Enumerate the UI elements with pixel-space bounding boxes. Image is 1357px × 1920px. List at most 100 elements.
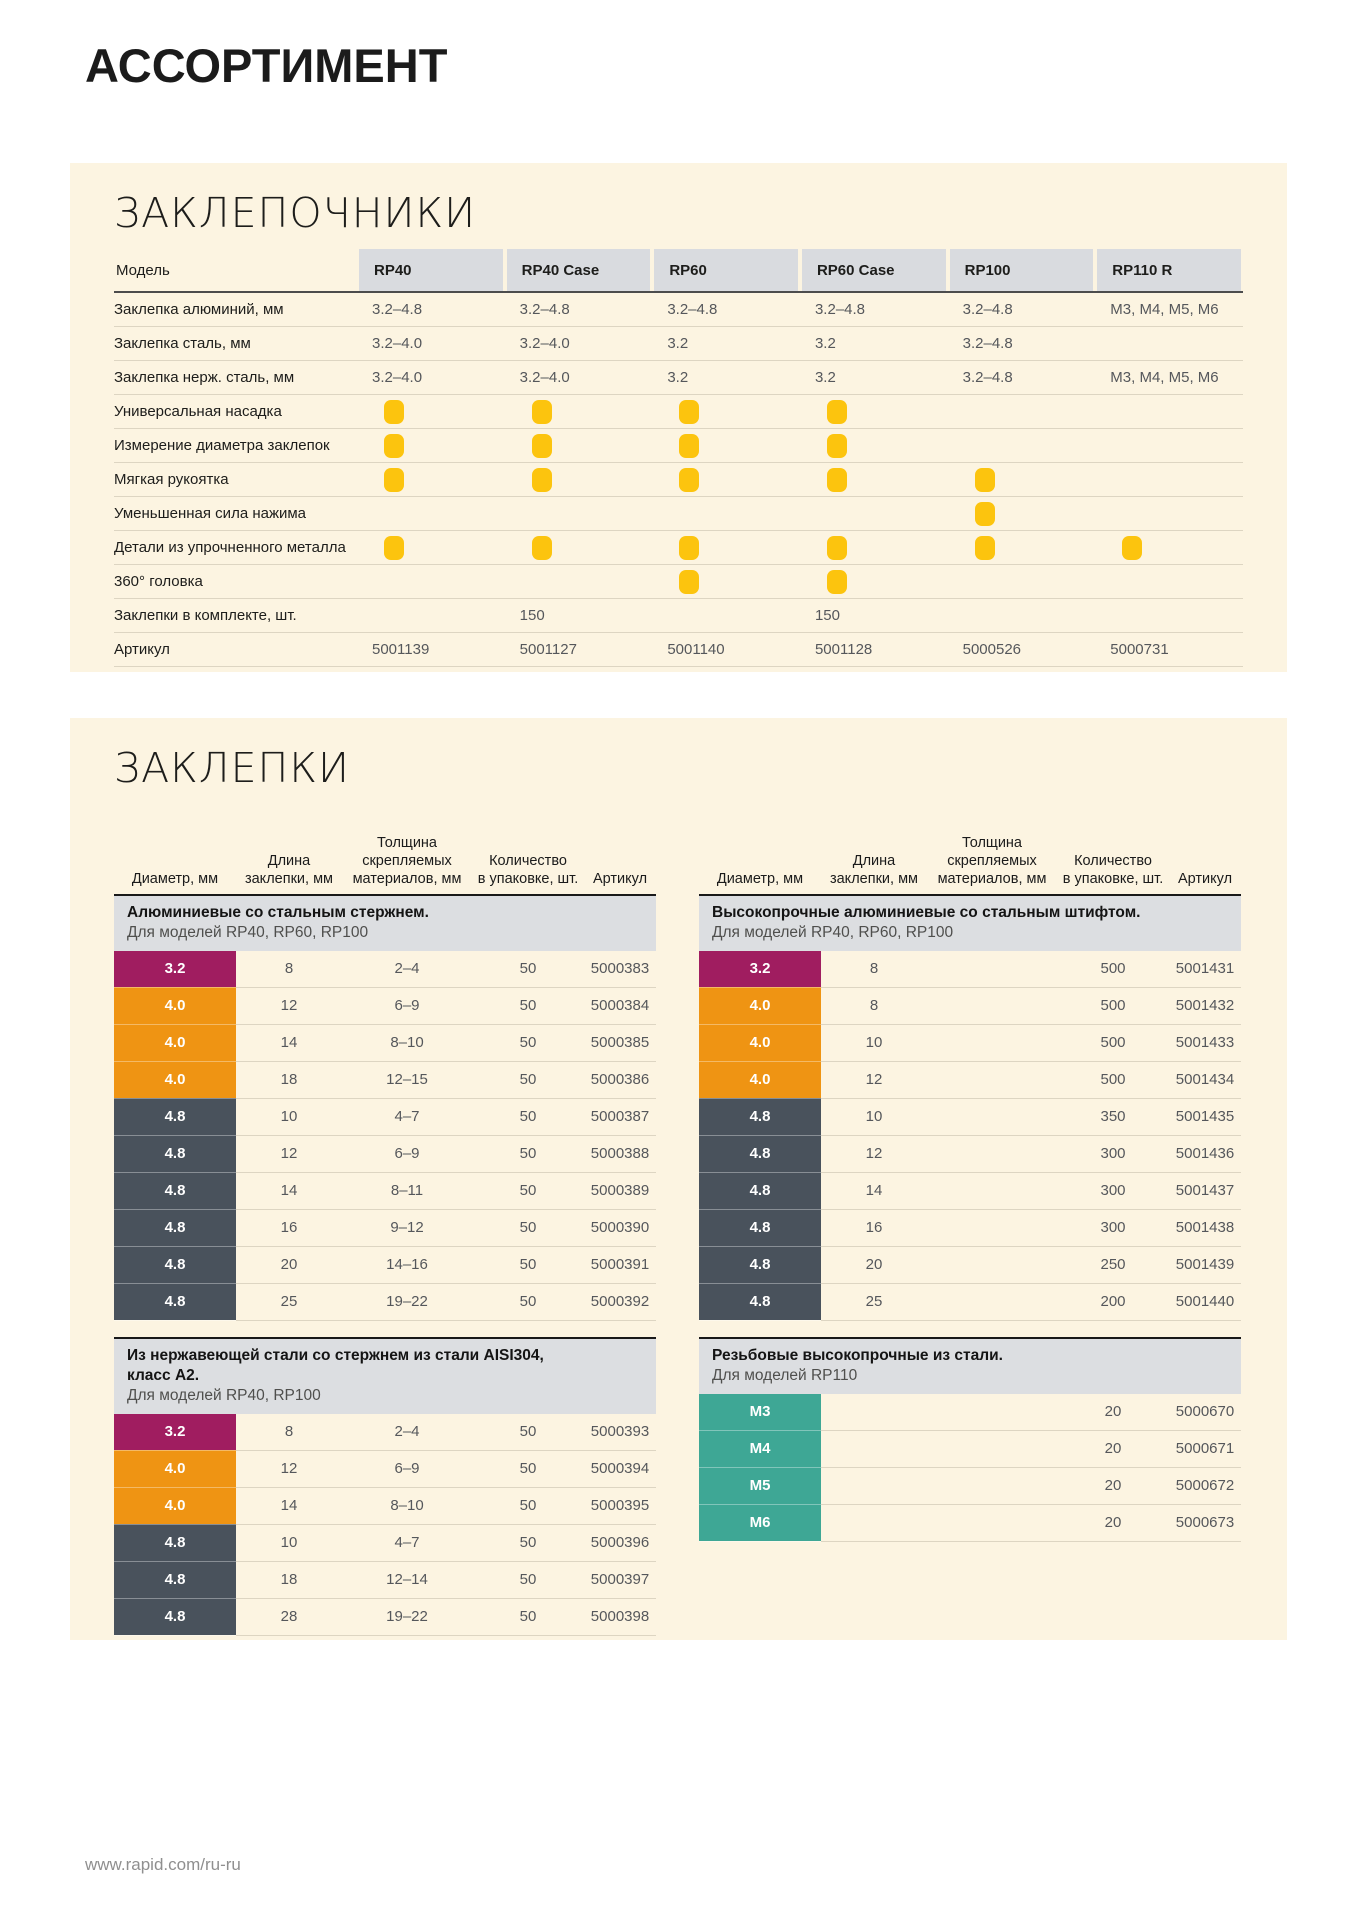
cell <box>821 1504 927 1541</box>
cell <box>948 497 1096 531</box>
diameter-cell: 4.0 <box>114 987 236 1025</box>
table-row: Артикул 5001139 5001127 5001140 5001128 50005… <box>114 633 1243 667</box>
cell: 50 <box>519 1460 537 1478</box>
row-label: Мягкая рукоятка <box>114 471 229 488</box>
cell <box>357 463 505 497</box>
cell <box>357 565 505 599</box>
cell <box>1095 599 1243 633</box>
cell: 3.2–4.8 <box>519 301 570 318</box>
feature-dot <box>974 535 995 560</box>
cell: 3.2–4.8 <box>962 369 1013 386</box>
cell <box>652 463 800 497</box>
riveters-section-title: ЗАКЛЕПОЧНИКИ <box>114 189 477 237</box>
cell <box>505 565 653 599</box>
table-row: 4.8 10 4–7 50 5000387 <box>114 1098 656 1136</box>
cell <box>505 531 653 565</box>
cell: 14 <box>865 1182 883 1200</box>
table-row: Универсальная насадка <box>114 395 1243 429</box>
table-row: Заклепка нерж. сталь, мм 3.2–4.0 3.2–4.0 3.… <box>114 361 1243 395</box>
cell: 20 <box>1104 1477 1122 1495</box>
table-row: 4.0 14 8–10 50 5000395 <box>114 1487 656 1525</box>
table-row: 4.8 14 8–11 50 5000389 <box>114 1172 656 1210</box>
cell: 8–11 <box>390 1182 424 1200</box>
cell: 5000526 <box>962 641 1022 658</box>
diameter-cell: 4.0 <box>699 1024 821 1062</box>
cell <box>1095 463 1243 497</box>
row-label: Уменьшенная сила нажима <box>114 505 307 522</box>
diameter-cell: 4.0 <box>114 1487 236 1525</box>
cell: 500 <box>1100 1071 1126 1089</box>
diameter-cell: M3 <box>699 1393 821 1431</box>
cell: 50 <box>519 1071 537 1089</box>
cell: 250 <box>1100 1256 1126 1274</box>
cell <box>800 497 948 531</box>
cell: 3.2–4.8 <box>667 301 718 318</box>
cell: 3.2 <box>667 369 689 386</box>
diameter-cell: M4 <box>699 1430 821 1468</box>
cell <box>505 463 653 497</box>
table-row: 4.8 20 250 5001439 <box>699 1246 1241 1284</box>
feature-dot <box>1122 535 1143 560</box>
feature-dot <box>679 569 700 594</box>
row-label: Универсальная насадка <box>114 403 282 420</box>
row-label: Детали из упрочненного металла <box>114 539 346 556</box>
cell: 50 <box>519 1034 537 1052</box>
cell: 5000387 <box>590 1108 650 1126</box>
cell: 14 <box>280 1034 298 1052</box>
table-row: Уменьшенная сила нажима <box>114 497 1243 531</box>
feature-dot <box>826 433 847 458</box>
cell: 50 <box>519 1182 537 1200</box>
cell: 8 <box>284 1423 294 1441</box>
rivet-group-header: Резьбовые высокопрочные из стали. Для мод… <box>699 1336 1241 1394</box>
table-row: 4.8 12 6–9 50 5000388 <box>114 1135 656 1173</box>
diameter-cell: 4.0 <box>114 1450 236 1488</box>
cell: 150 <box>814 607 840 624</box>
cell: 300 <box>1100 1182 1126 1200</box>
cell: 5000390 <box>590 1219 650 1237</box>
table-row: M5 20 5000672 <box>699 1467 1241 1505</box>
cell: 12 <box>865 1071 883 1089</box>
table-row: 3.2 8 2–4 50 5000383 <box>114 950 656 988</box>
cell <box>1095 497 1243 531</box>
table-row: 4.0 10 500 5001433 <box>699 1024 1241 1062</box>
cell <box>948 463 1096 497</box>
column-header: Длина заклепки, мм <box>244 852 334 887</box>
cell: 10 <box>280 1108 298 1126</box>
cell <box>927 1135 1057 1172</box>
cell <box>800 565 948 599</box>
cell: 5001434 <box>1175 1071 1235 1089</box>
cell <box>927 1061 1057 1098</box>
cell: 3.2–4.0 <box>519 335 570 352</box>
cell: 50 <box>519 997 537 1015</box>
table-row: Измерение диаметра заклепок <box>114 429 1243 463</box>
cell <box>357 395 505 429</box>
cell: 5001140 <box>667 641 725 658</box>
cell: 5001432 <box>1175 997 1235 1015</box>
cell: 5000383 <box>590 960 650 978</box>
cell: 28 <box>280 1608 298 1626</box>
cell <box>1095 565 1243 599</box>
model-header: RP60 Case <box>800 249 948 292</box>
cell: 5001433 <box>1175 1034 1235 1052</box>
model-header: RP40 Case <box>505 249 653 292</box>
cell: 25 <box>280 1293 298 1311</box>
rivet-group-header: Алюминиевые со стальным стержнем. Для мод… <box>114 894 656 951</box>
cell: 10 <box>865 1034 883 1052</box>
cell <box>948 599 1096 633</box>
cell <box>821 1467 927 1504</box>
cell <box>927 1098 1057 1135</box>
group-title: Из нержавеющей стали со стержнем из стал… <box>127 1346 544 1364</box>
rivet-table-stainless: Из нержавеющей стали со стержнем из стал… <box>114 1336 656 1636</box>
cell <box>948 395 1096 429</box>
model-header: RP100 <box>948 249 1096 292</box>
cell: 8 <box>284 960 294 978</box>
feature-dot <box>384 433 404 458</box>
group-title: Высокопрочные алюминиевые со стальным шт… <box>712 904 1141 921</box>
cell: 14–16 <box>386 1256 428 1274</box>
diameter-cell: 4.8 <box>699 1209 821 1247</box>
cell <box>800 463 948 497</box>
cell: 20 <box>1104 1514 1122 1532</box>
cell: 5000385 <box>590 1034 650 1052</box>
cell <box>505 497 653 531</box>
table-row: 3.2 8 500 5001431 <box>699 950 1241 988</box>
